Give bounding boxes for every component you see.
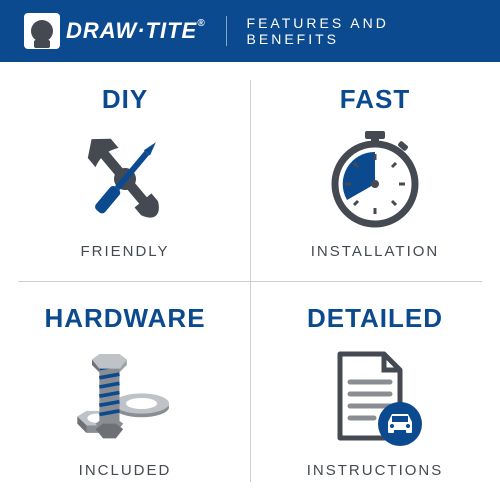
feature-cell-detailed: DETAILED [250,281,500,500]
feature-subtitle: INCLUDED [79,462,172,479]
bolt-hardware-icon [70,348,180,448]
feature-title: HARDWARE [44,303,205,334]
grid-divider-horizontal [18,281,482,282]
brand-logo: DRAW·TITE® [24,13,206,49]
hitch-ball-icon [24,13,60,49]
feature-subtitle: FRIENDLY [80,243,169,260]
feature-cell-fast: FAST [250,62,500,281]
header-divider [226,16,227,46]
feature-title: DIY [102,84,148,115]
feature-title: FAST [340,84,410,115]
feature-subtitle: INSTRUCTIONS [307,462,444,479]
header-subtitle: FEATURES AND BENEFITS [247,15,476,47]
feature-cell-hardware: HARDWARE [0,281,250,500]
feature-title: DETAILED [307,303,443,334]
brand-text: DRAW·TITE [66,18,197,43]
feature-cell-diy: DIY FRIENDLY [0,62,250,281]
brand-wordmark: DRAW·TITE® [66,18,206,44]
stopwatch-icon [320,129,430,229]
wrench-screwdriver-icon [70,129,180,229]
feature-subtitle: INSTALLATION [311,243,439,260]
features-grid: DIY FRIENDLY FAST [0,62,500,500]
document-vehicle-icon [320,348,430,448]
header-bar: DRAW·TITE® FEATURES AND BENEFITS [0,0,500,62]
